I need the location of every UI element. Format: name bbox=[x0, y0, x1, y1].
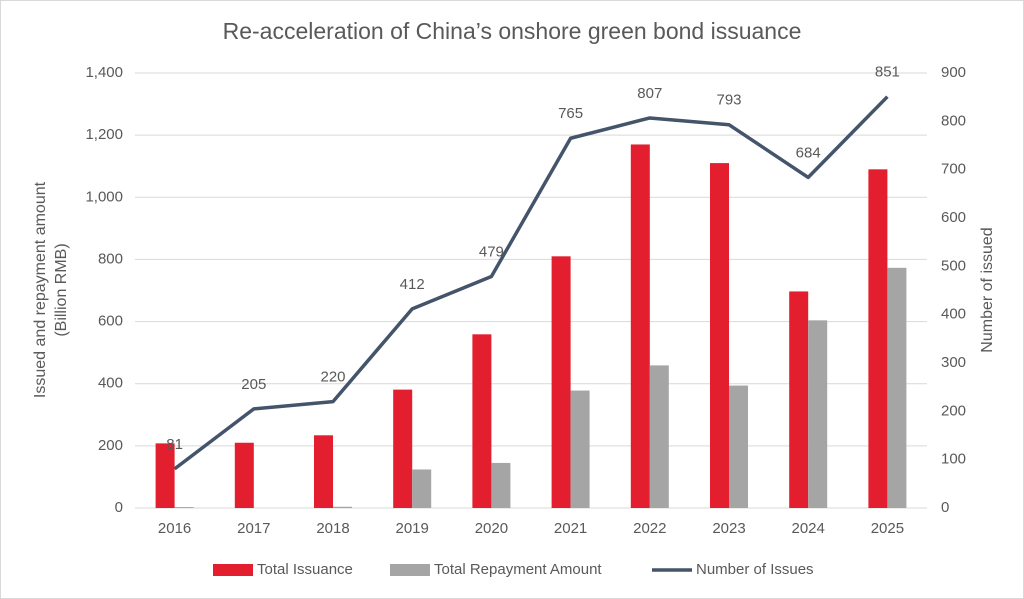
legend-label: Total Repayment Amount bbox=[434, 561, 602, 578]
y-tick-label: 200 bbox=[98, 437, 123, 454]
bar bbox=[729, 385, 748, 508]
bar bbox=[314, 435, 333, 508]
data-label: 793 bbox=[716, 92, 741, 109]
y2-tick-label: 900 bbox=[941, 64, 966, 81]
bar bbox=[155, 443, 175, 508]
y-axis-label: (Billion RMB) bbox=[53, 243, 70, 336]
y-tick-label: 0 bbox=[115, 499, 123, 516]
bar bbox=[649, 365, 669, 508]
bar bbox=[472, 334, 492, 508]
y2-tick-label: 400 bbox=[941, 306, 966, 323]
data-label: 220 bbox=[320, 369, 345, 386]
bar bbox=[570, 390, 590, 508]
y2-tick-label: 300 bbox=[941, 354, 966, 371]
bar bbox=[412, 469, 432, 508]
x-tick-label: 2018 bbox=[316, 520, 349, 537]
x-tick-label: 2021 bbox=[554, 520, 587, 537]
data-label: 205 bbox=[241, 376, 266, 393]
data-label: 81 bbox=[166, 436, 183, 453]
y2-tick-label: 100 bbox=[941, 451, 966, 468]
legend-label: Number of Issues bbox=[696, 561, 814, 578]
x-tick-label: 2019 bbox=[396, 520, 429, 537]
y2-tick-label: 600 bbox=[941, 209, 966, 226]
y2-tick-label: 800 bbox=[941, 112, 966, 129]
data-label: 412 bbox=[400, 276, 425, 293]
x-tick-label: 2017 bbox=[237, 520, 270, 537]
bar bbox=[393, 389, 413, 508]
bar bbox=[491, 462, 511, 508]
x-tick-label: 2024 bbox=[792, 520, 825, 537]
bar bbox=[630, 144, 650, 508]
y2-tick-label: 0 bbox=[941, 499, 949, 516]
bar bbox=[868, 169, 888, 509]
bar bbox=[234, 442, 254, 508]
bar bbox=[710, 163, 729, 508]
line bbox=[173, 95, 889, 471]
bar bbox=[333, 506, 352, 508]
legend-swatch bbox=[390, 564, 430, 576]
y-tick-label: 1,400 bbox=[85, 64, 123, 81]
data-label: 851 bbox=[875, 64, 900, 81]
data-label: 765 bbox=[558, 105, 583, 122]
legend-swatch bbox=[213, 564, 253, 576]
y2-axis-label: Number of issued bbox=[979, 227, 996, 352]
y2-tick-label: 700 bbox=[941, 161, 966, 178]
data-label: 807 bbox=[637, 85, 662, 102]
y-tick-label: 1,000 bbox=[85, 188, 123, 205]
chart-title: Re-acceleration of China’s onshore green… bbox=[223, 18, 802, 44]
y-tick-label: 400 bbox=[98, 375, 123, 392]
x-tick-label: 2016 bbox=[158, 520, 191, 537]
y-tick-label: 1,200 bbox=[85, 126, 123, 143]
bar bbox=[808, 320, 828, 508]
x-tick-label: 2025 bbox=[871, 520, 904, 537]
data-label: 684 bbox=[796, 144, 821, 161]
legend-label: Total Issuance bbox=[257, 561, 353, 578]
bar bbox=[789, 291, 809, 508]
y-tick-label: 600 bbox=[98, 313, 123, 330]
data-label: 479 bbox=[479, 243, 504, 260]
bar bbox=[174, 507, 194, 508]
bar bbox=[887, 267, 907, 508]
x-tick-label: 2022 bbox=[633, 520, 666, 537]
y-tick-label: 800 bbox=[98, 250, 123, 267]
bar bbox=[551, 256, 571, 508]
x-tick-label: 2020 bbox=[475, 520, 508, 537]
y2-tick-label: 500 bbox=[941, 257, 966, 274]
x-tick-label: 2023 bbox=[712, 520, 745, 537]
y2-tick-label: 200 bbox=[941, 402, 966, 419]
y-axis-label: Issued and repayment amount bbox=[32, 181, 49, 398]
